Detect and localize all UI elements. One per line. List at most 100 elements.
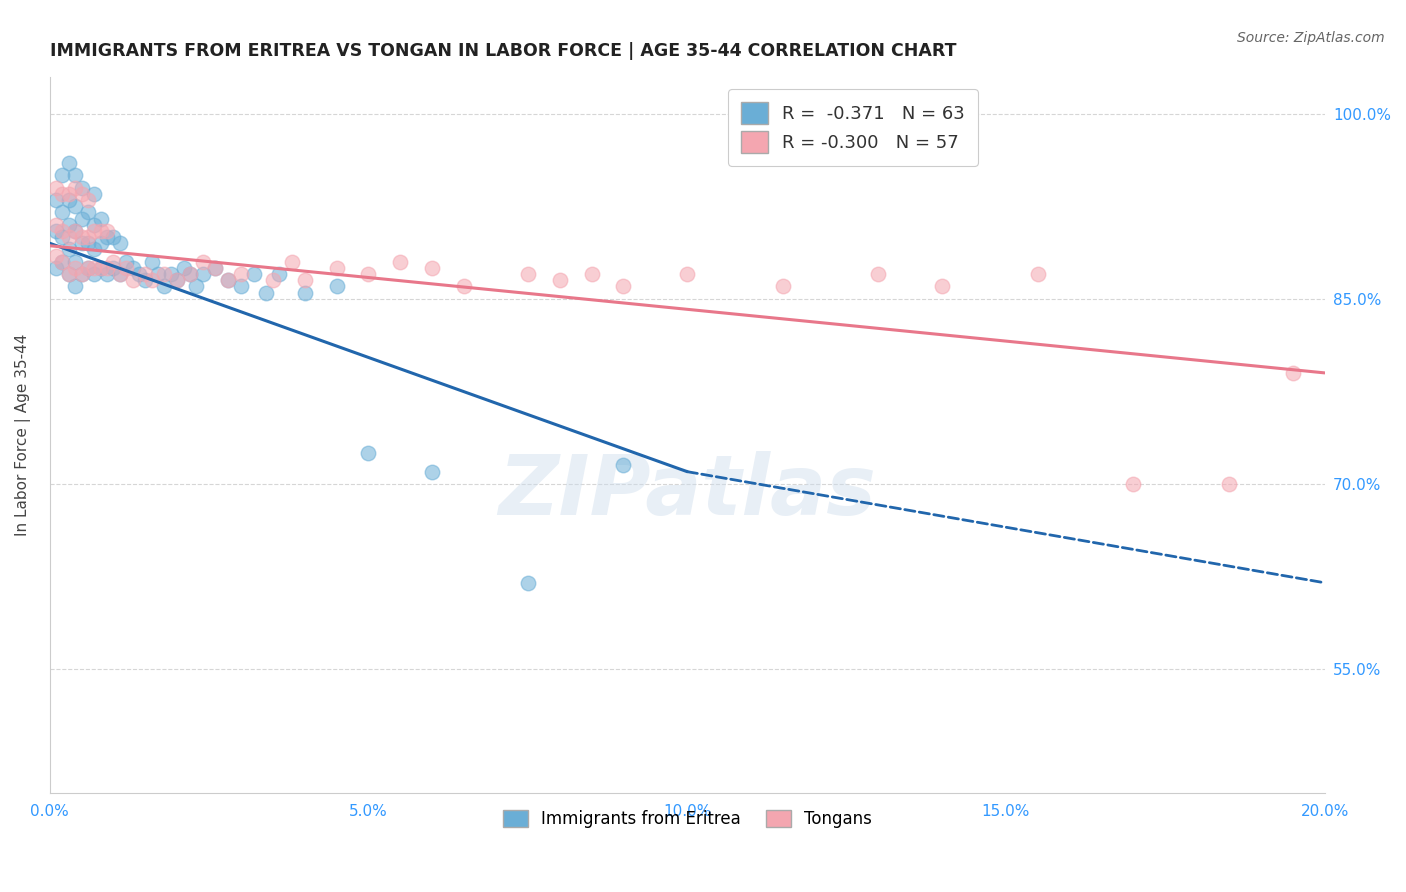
Point <box>108 267 131 281</box>
Point <box>45 260 67 275</box>
Point <box>90 260 112 275</box>
Point <box>115 260 138 275</box>
Point <box>51 254 73 268</box>
Point <box>581 267 603 281</box>
Point <box>186 279 208 293</box>
Point <box>51 169 73 183</box>
Point <box>45 249 67 263</box>
Point <box>179 267 201 281</box>
Point <box>453 279 475 293</box>
Text: Source: ZipAtlas.com: Source: ZipAtlas.com <box>1237 31 1385 45</box>
Point <box>58 218 80 232</box>
Point <box>108 267 131 281</box>
Point <box>96 260 118 275</box>
Point <box>65 224 87 238</box>
Point <box>58 243 80 257</box>
Point <box>65 224 87 238</box>
Point <box>1026 267 1049 281</box>
Point <box>191 267 214 281</box>
Point <box>262 273 284 287</box>
Point <box>65 279 87 293</box>
Point <box>357 446 380 460</box>
Point <box>58 267 80 281</box>
Point <box>58 267 80 281</box>
Point <box>70 236 93 251</box>
Point <box>58 186 80 201</box>
Point <box>51 224 73 238</box>
Point <box>90 236 112 251</box>
Point <box>217 273 239 287</box>
Point <box>83 260 105 275</box>
Point <box>389 254 412 268</box>
Point <box>868 267 890 281</box>
Point <box>77 230 100 244</box>
Point <box>70 211 93 226</box>
Point <box>70 180 93 194</box>
Point <box>1218 477 1240 491</box>
Point <box>179 267 201 281</box>
Point <box>70 267 93 281</box>
Point <box>58 230 80 244</box>
Point <box>103 260 125 275</box>
Point <box>90 211 112 226</box>
Point <box>516 575 538 590</box>
Point <box>1281 366 1303 380</box>
Point <box>134 267 156 281</box>
Point <box>90 260 112 275</box>
Point <box>229 279 252 293</box>
Point <box>51 230 73 244</box>
Point <box>83 243 105 257</box>
Point <box>166 273 188 287</box>
Point <box>65 260 87 275</box>
Point <box>65 180 87 194</box>
Point <box>420 260 443 275</box>
Point <box>294 285 316 300</box>
Point <box>294 273 316 287</box>
Point <box>83 267 105 281</box>
Point <box>740 106 762 120</box>
Point <box>45 180 67 194</box>
Point <box>115 254 138 268</box>
Text: IMMIGRANTS FROM ERITREA VS TONGAN IN LABOR FORCE | AGE 35-44 CORRELATION CHART: IMMIGRANTS FROM ERITREA VS TONGAN IN LAB… <box>49 42 956 60</box>
Point <box>77 236 100 251</box>
Point <box>58 156 80 170</box>
Point <box>772 279 794 293</box>
Point <box>128 267 150 281</box>
Point <box>325 279 347 293</box>
Point <box>51 186 73 201</box>
Point <box>96 230 118 244</box>
Point <box>103 254 125 268</box>
Point <box>77 260 100 275</box>
Point <box>70 267 93 281</box>
Point <box>548 273 571 287</box>
Point <box>83 224 105 238</box>
Point <box>153 267 176 281</box>
Point <box>146 267 169 281</box>
Point <box>191 254 214 268</box>
Point <box>77 193 100 207</box>
Point <box>121 260 143 275</box>
Point <box>204 260 226 275</box>
Point <box>45 193 67 207</box>
Y-axis label: In Labor Force | Age 35-44: In Labor Force | Age 35-44 <box>15 334 31 536</box>
Point <box>160 267 183 281</box>
Point <box>141 254 163 268</box>
Point <box>70 186 93 201</box>
Point <box>204 260 226 275</box>
Point <box>77 205 100 219</box>
Point <box>516 267 538 281</box>
Point <box>173 260 195 275</box>
Point <box>420 465 443 479</box>
Point <box>51 205 73 219</box>
Point <box>217 273 239 287</box>
Point <box>229 267 252 281</box>
Point <box>83 218 105 232</box>
Point <box>256 285 278 300</box>
Text: ZIPatlas: ZIPatlas <box>498 451 876 533</box>
Point <box>153 279 176 293</box>
Point <box>45 218 67 232</box>
Point <box>65 169 87 183</box>
Point <box>103 230 125 244</box>
Point <box>45 224 67 238</box>
Point <box>242 267 264 281</box>
